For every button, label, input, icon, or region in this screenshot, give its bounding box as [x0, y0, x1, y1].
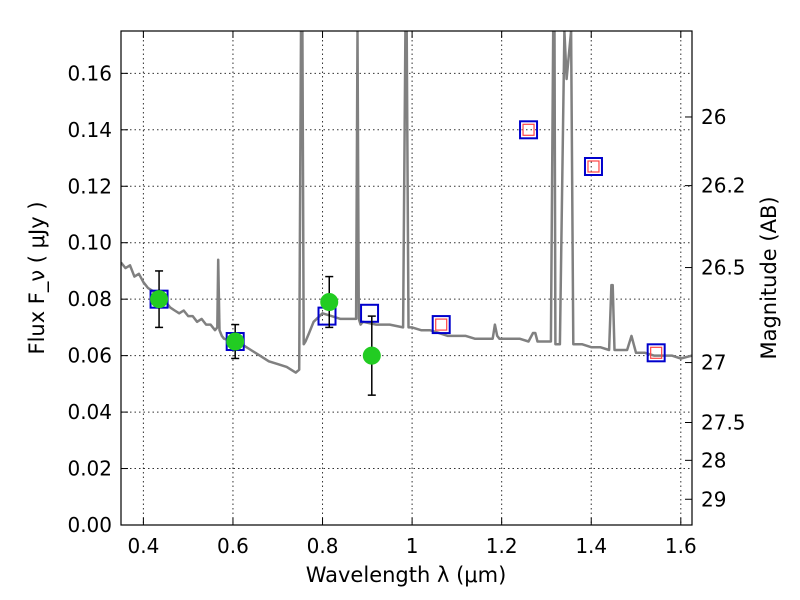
x-tick-label: 0.4: [127, 534, 159, 558]
y-tick-label: 0.06: [67, 344, 112, 368]
observed-point: [320, 292, 339, 311]
y-tick-label: 0.08: [67, 287, 112, 311]
upper-limit-inner-marker: [435, 318, 448, 331]
y2-tick-label: 27.5: [701, 411, 746, 435]
tick-labels: 0.4 0.6 0.8 1 1.2 1.4 1.6 0.00 0.02 0.04 0.06 0.08 0…: [67, 61, 745, 558]
model-photometry-point: [360, 303, 380, 323]
y2-tick-label: 26.5: [701, 256, 746, 280]
x-tick-label: 1.6: [665, 534, 697, 558]
x-tick-label: 1.4: [575, 534, 607, 558]
y-tick-label: 0.16: [67, 61, 112, 85]
y2-tick-label: 26: [701, 105, 726, 129]
y-tick-label: 0.00: [67, 513, 112, 537]
y2-tick-label: 26.2: [701, 174, 746, 198]
plot-area: [121, 31, 692, 374]
x-tick-label: 1.2: [486, 534, 518, 558]
y-tick-label: 0.04: [67, 400, 112, 424]
ticks: [121, 31, 692, 526]
model-photometry-undetected-point: [431, 315, 451, 335]
y-tick-label: 0.14: [67, 118, 112, 142]
upper-limit-inner-marker: [650, 346, 663, 359]
model-photometry-undetected-point: [583, 156, 603, 176]
y-tick-label: 0.10: [67, 231, 112, 255]
x-axis-title: Wavelength λ (μm): [306, 563, 507, 587]
x-tick-label: 0.6: [217, 534, 249, 558]
observed-point: [150, 290, 169, 309]
y2-tick-label: 28: [701, 448, 726, 472]
markers: [149, 120, 666, 396]
upper-limit-inner-marker: [587, 160, 600, 173]
model-photometry-undetected-point: [646, 343, 666, 363]
model-spectrum-line: [121, 31, 692, 374]
upper-limit-inner-marker: [522, 123, 535, 136]
y2-tick-label: 29: [701, 487, 726, 511]
x-tick-label: 0.8: [307, 534, 339, 558]
observed-point: [362, 346, 381, 365]
y-tick-label: 0.02: [67, 457, 112, 481]
plot-frame: [120, 30, 693, 526]
y2-tick-label: 27: [701, 351, 726, 375]
y-axis-title: Flux F_ν ( μJy ): [25, 201, 50, 354]
observed-point: [226, 332, 245, 351]
model-photometry-undetected-point: [519, 120, 539, 140]
y2-axis-title: Magnitude (AB): [757, 196, 781, 359]
y-tick-label: 0.12: [67, 174, 112, 198]
x-tick-label: 1: [406, 534, 419, 558]
